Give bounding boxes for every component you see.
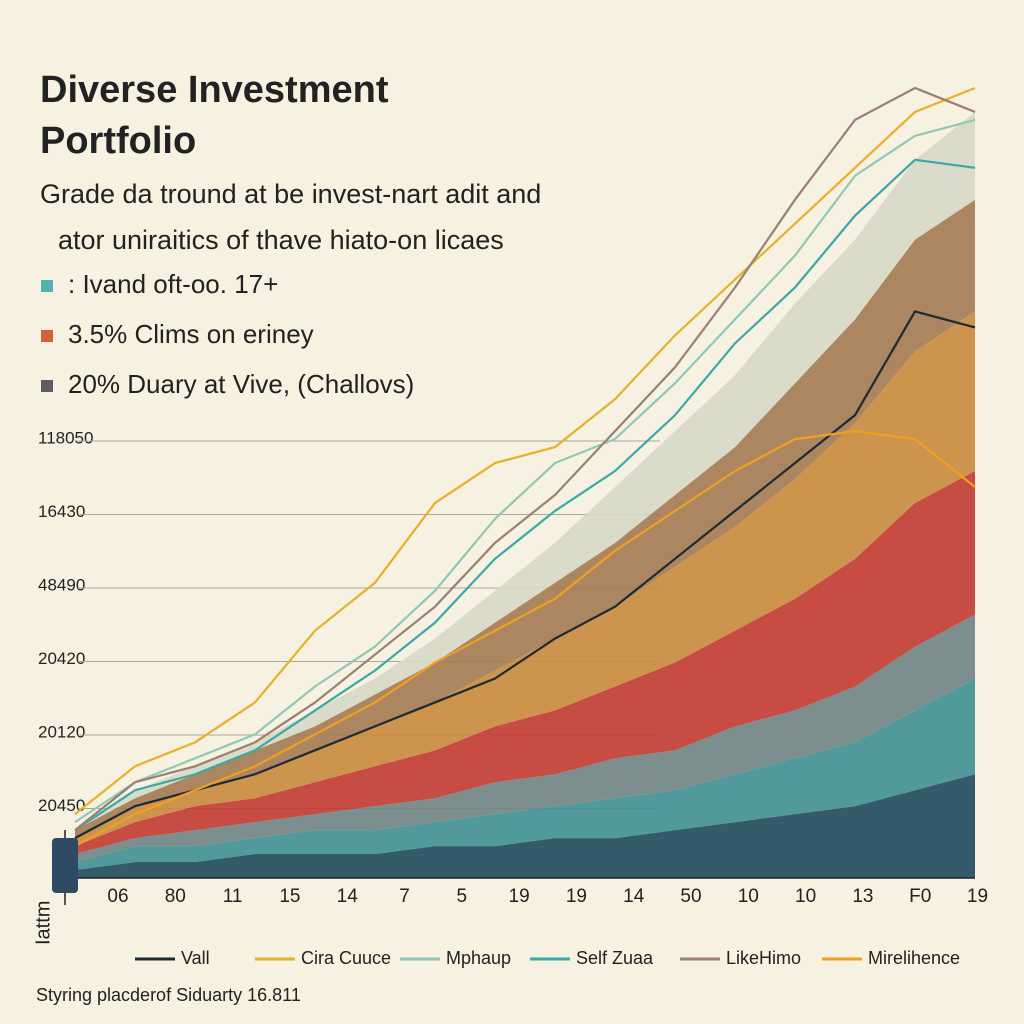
x-tick-label: 06	[107, 886, 128, 907]
x-tick-label: 80	[165, 886, 186, 907]
area	[75, 471, 975, 855]
y-tick-label: 20420	[38, 649, 85, 668]
x-tick-label: F0	[909, 886, 931, 907]
x-tick-label: 10	[795, 886, 816, 907]
y-tick-label: 20450	[38, 796, 85, 815]
legend-label: Self Zuaa	[576, 948, 654, 968]
note-text: 3.5% Clims on eriney	[68, 319, 314, 349]
y-tick-label: 16430	[38, 502, 85, 521]
x-tick-label: 19	[509, 886, 530, 907]
note-text: 20% Duary at Vive, (Challovs)	[68, 369, 414, 399]
note-bullet	[41, 380, 53, 392]
subtitle: Grade da tround at be invest-nart adit a…	[40, 179, 541, 209]
y-axis-label: Iattm	[32, 901, 54, 945]
legend-label: LikeHimo	[726, 948, 801, 968]
line	[74, 118, 976, 824]
y-tick-label: 20120	[38, 722, 85, 741]
x-tick-label: 11	[223, 886, 243, 907]
x-tick-label: 14	[623, 886, 645, 907]
axis-marker	[52, 838, 78, 893]
x-tick-label: 7	[399, 886, 410, 907]
x-tick-label: 13	[852, 886, 873, 907]
line	[74, 158, 976, 832]
note-text: : Ivand oft-oo. 17+	[68, 269, 278, 299]
area	[75, 311, 975, 847]
note-bullet	[41, 330, 53, 342]
line	[74, 430, 976, 848]
legend-label: Cira Cuuce	[301, 948, 391, 968]
legend-label: Mirelihence	[868, 948, 960, 968]
line	[74, 86, 976, 816]
note-bullet	[41, 280, 53, 292]
legend-label: Mphaup	[446, 948, 511, 968]
x-tick-label: 5	[457, 886, 468, 907]
area	[75, 774, 975, 878]
line	[74, 310, 976, 840]
legend-label: Vall	[181, 948, 210, 968]
y-tick-label: 48490	[38, 575, 85, 594]
x-tick-label: 14	[337, 886, 359, 907]
footer: Styring placderof Siduarty 16.811	[36, 985, 301, 1005]
x-tick-label: 19	[967, 886, 988, 907]
area	[75, 678, 975, 871]
x-tick-label: 19	[566, 886, 587, 907]
chart-title-2: Portfolio	[40, 120, 196, 162]
chart-title: Diverse Investment	[40, 69, 389, 111]
x-tick-label: 50	[680, 886, 701, 907]
line	[74, 86, 976, 831]
subtitle: ator uniraitics of thave hiato-on licaes	[58, 225, 504, 255]
y-tick-label: 118050	[38, 428, 93, 447]
x-tick-label: 15	[279, 886, 300, 907]
area	[75, 614, 975, 863]
x-tick-label: 10	[738, 886, 759, 907]
